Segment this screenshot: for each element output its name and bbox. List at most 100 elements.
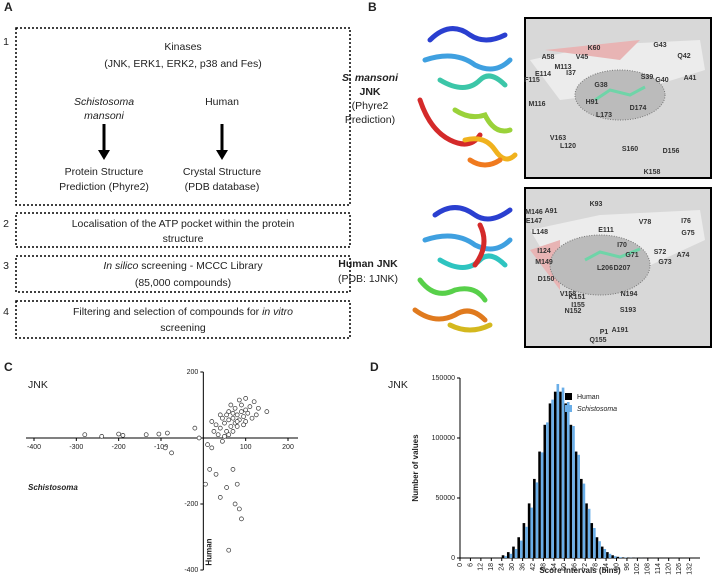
histogram-bar <box>577 454 580 558</box>
histogram-bar <box>514 549 518 558</box>
residue-label: D207 <box>614 265 631 272</box>
residue-label: K93 <box>590 201 603 208</box>
scatter-point <box>116 431 122 437</box>
residue-label: A91 <box>545 208 558 215</box>
x-tick-label: 48 <box>540 563 547 571</box>
scatter-point <box>228 402 234 408</box>
scatter-point <box>203 481 208 487</box>
scatter-point <box>226 432 232 438</box>
text-line: Crystal Structure <box>183 166 261 178</box>
step-number: 3 <box>3 260 9 272</box>
x-tick-label: 30 <box>509 563 516 571</box>
scatter-point <box>209 445 215 451</box>
scatter-point <box>253 412 259 418</box>
histogram-bar <box>593 528 596 558</box>
histogram-bar <box>543 424 547 558</box>
scatter-point <box>220 415 225 421</box>
histogram-bar <box>590 523 594 558</box>
residue-label: I155 <box>571 302 585 309</box>
histogram-bar <box>619 557 622 558</box>
histogram-bar <box>546 422 549 558</box>
scatter-point <box>213 471 219 477</box>
y-axis-label: Number of values <box>411 434 420 502</box>
scatter-point <box>239 402 244 408</box>
step-number: 1 <box>3 36 9 48</box>
residue-label: E111 <box>598 227 614 234</box>
residue-label: L206 <box>597 265 613 272</box>
residue-label: A74 <box>677 252 690 259</box>
histogram-bar <box>598 541 601 558</box>
histogram-bar <box>551 399 554 558</box>
scatter-point <box>224 485 229 490</box>
text-line: structure <box>163 233 204 245</box>
histogram-bar <box>611 555 614 558</box>
residue-label: V163 <box>550 135 566 142</box>
histogram-bar <box>535 482 539 558</box>
scatter-point <box>230 467 236 472</box>
scatter-point <box>196 435 202 441</box>
y-tick-label: 100000 <box>432 435 455 442</box>
step-number: 2 <box>3 218 9 230</box>
scatter-point <box>249 415 255 421</box>
x-tick-label: 18 <box>488 563 495 571</box>
arrow-head <box>98 150 110 160</box>
scatter-point <box>217 495 223 500</box>
scatter-point <box>236 506 242 512</box>
step-number: 4 <box>3 306 9 318</box>
residue-label: I70 <box>617 242 627 249</box>
scatter-point <box>228 424 234 429</box>
residue-label: E114 <box>535 71 551 78</box>
residue-label: N194 <box>621 291 638 298</box>
residue-label: K151 <box>569 294 586 301</box>
scatter-point <box>162 445 168 451</box>
residue-label: A41 <box>684 75 697 82</box>
residue-label: A191 <box>612 327 629 334</box>
text-segment: Protein Structure <box>65 166 144 178</box>
histogram-bar <box>540 452 544 558</box>
scatter-point <box>239 409 244 414</box>
pocket-image-1 <box>524 17 712 179</box>
histogram-bar <box>517 537 520 558</box>
text-line: Localisation of the ATP pocket within th… <box>72 218 295 230</box>
scatter-point <box>99 434 105 439</box>
histogram-bar <box>509 553 513 558</box>
x-tick-label: 24 <box>499 563 506 571</box>
scatter-point <box>222 420 227 426</box>
italic-segment: S. mansoni <box>342 72 399 84</box>
histogram-bar <box>506 552 510 558</box>
arrow-head <box>216 150 228 160</box>
text-segment: Kinases <box>164 41 201 53</box>
histogram-bar <box>613 556 617 558</box>
residue-label: H91 <box>586 99 599 106</box>
scatter-point <box>215 432 221 438</box>
x-tick-label: 126 <box>676 563 683 575</box>
text-segment: Crystal Structure <box>183 166 261 178</box>
panel-label: B <box>368 0 377 14</box>
legend-swatch <box>565 405 572 412</box>
step-box <box>15 255 351 293</box>
text-line: Filtering and selection of compounds for… <box>73 306 293 318</box>
x-tick-label: 102 <box>634 563 641 575</box>
y-tick-label: 200 <box>187 369 199 376</box>
residue-label: G73 <box>658 259 671 266</box>
text-line: JNK <box>359 86 380 98</box>
scatter-point <box>230 410 236 416</box>
residue-label: F115 <box>524 77 540 84</box>
panel-label: A <box>4 0 13 14</box>
histogram-bar <box>538 451 541 558</box>
histogram-bar <box>504 556 507 558</box>
residue-label: L173 <box>596 112 612 119</box>
residue-label: M116 <box>528 101 545 108</box>
text-line: (Phyre2 <box>352 100 389 112</box>
residue-label: L120 <box>560 143 576 150</box>
residue-label: I37 <box>566 70 576 77</box>
y-tick-label: -200 <box>184 501 198 508</box>
text-line: Prediction (Phyre2) <box>59 181 149 193</box>
italic-segment: Schistosoma <box>74 96 134 108</box>
text-segment: Localisation of the ATP pocket within th… <box>72 218 295 230</box>
scatter-point <box>243 419 249 424</box>
y-tick-label: 0 <box>451 555 455 562</box>
histogram-bar <box>553 391 557 558</box>
histogram-bar <box>512 546 515 558</box>
